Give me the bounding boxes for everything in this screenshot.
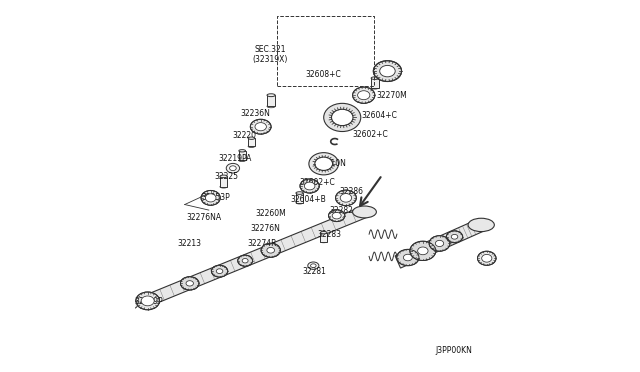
Ellipse shape <box>308 262 319 269</box>
Ellipse shape <box>226 163 239 173</box>
Bar <box>321 233 327 241</box>
Ellipse shape <box>242 259 248 263</box>
Ellipse shape <box>296 192 303 194</box>
Text: 32604+C: 32604+C <box>362 111 397 120</box>
Ellipse shape <box>237 255 253 266</box>
Ellipse shape <box>255 123 266 131</box>
Text: 32602+C: 32602+C <box>299 178 335 187</box>
Ellipse shape <box>216 269 223 273</box>
Ellipse shape <box>267 94 275 97</box>
Text: 32608+C: 32608+C <box>305 70 341 79</box>
Text: 32213: 32213 <box>177 239 202 248</box>
Bar <box>220 176 227 187</box>
Ellipse shape <box>340 193 351 202</box>
Text: 32283: 32283 <box>317 230 341 239</box>
Polygon shape <box>395 219 484 268</box>
Text: 32219PA: 32219PA <box>218 154 252 163</box>
Ellipse shape <box>446 231 463 243</box>
Ellipse shape <box>373 61 401 81</box>
Ellipse shape <box>127 302 134 307</box>
Ellipse shape <box>300 179 319 193</box>
Text: 32260M: 32260M <box>256 209 287 218</box>
Ellipse shape <box>321 231 327 234</box>
Ellipse shape <box>211 265 228 277</box>
Text: SEC.321
(32319X): SEC.321 (32319X) <box>252 45 287 64</box>
Text: 32286: 32286 <box>339 187 364 196</box>
Text: 32274R: 32274R <box>248 239 277 248</box>
Ellipse shape <box>310 264 316 267</box>
Ellipse shape <box>248 145 255 148</box>
Bar <box>248 138 255 146</box>
Ellipse shape <box>468 218 494 232</box>
Ellipse shape <box>267 105 275 108</box>
Text: 32276NA: 32276NA <box>187 213 222 222</box>
Ellipse shape <box>353 87 375 103</box>
Ellipse shape <box>305 182 315 190</box>
Text: 32610N: 32610N <box>316 159 346 168</box>
Ellipse shape <box>435 240 444 247</box>
Ellipse shape <box>250 119 271 134</box>
Ellipse shape <box>429 235 450 251</box>
Ellipse shape <box>332 109 353 126</box>
Ellipse shape <box>410 241 436 260</box>
Ellipse shape <box>239 159 246 161</box>
Ellipse shape <box>321 240 327 243</box>
Ellipse shape <box>332 212 341 219</box>
Ellipse shape <box>328 210 345 222</box>
Ellipse shape <box>201 190 220 205</box>
Ellipse shape <box>267 247 275 253</box>
Ellipse shape <box>261 243 280 257</box>
Text: 32225: 32225 <box>214 172 239 181</box>
Ellipse shape <box>230 166 236 171</box>
Ellipse shape <box>136 292 159 310</box>
Ellipse shape <box>403 254 412 261</box>
Bar <box>239 151 246 160</box>
Text: 32270M: 32270M <box>377 91 408 100</box>
Text: 32602+C: 32602+C <box>352 129 388 139</box>
Text: 32253P: 32253P <box>202 193 230 202</box>
Ellipse shape <box>477 251 496 265</box>
Ellipse shape <box>482 254 492 262</box>
Ellipse shape <box>335 190 356 206</box>
Bar <box>371 78 378 88</box>
Ellipse shape <box>309 153 339 175</box>
Ellipse shape <box>371 77 378 80</box>
Ellipse shape <box>141 296 154 306</box>
Ellipse shape <box>186 281 193 286</box>
Ellipse shape <box>358 91 370 100</box>
Ellipse shape <box>418 247 428 255</box>
Polygon shape <box>149 206 367 305</box>
Ellipse shape <box>248 137 255 140</box>
Ellipse shape <box>451 234 458 239</box>
Ellipse shape <box>220 186 227 188</box>
Text: J3PP00KN: J3PP00KN <box>436 346 472 355</box>
Text: 32281: 32281 <box>303 267 326 276</box>
Ellipse shape <box>380 65 395 77</box>
Bar <box>296 193 303 203</box>
Ellipse shape <box>205 194 216 202</box>
Text: 32219P: 32219P <box>134 297 163 306</box>
Ellipse shape <box>124 300 138 309</box>
Text: 32276N: 32276N <box>250 224 280 233</box>
Ellipse shape <box>180 277 199 290</box>
Bar <box>267 95 275 106</box>
Ellipse shape <box>397 249 419 266</box>
Ellipse shape <box>239 150 246 152</box>
Text: 32604+B: 32604+B <box>291 195 326 204</box>
Ellipse shape <box>296 201 303 204</box>
Text: 32220: 32220 <box>232 131 256 141</box>
Ellipse shape <box>220 175 227 178</box>
Ellipse shape <box>324 103 361 132</box>
Text: 32236N: 32236N <box>240 109 270 118</box>
Ellipse shape <box>371 87 378 89</box>
Text: 32282: 32282 <box>330 206 353 215</box>
Ellipse shape <box>315 157 333 170</box>
Ellipse shape <box>353 206 376 218</box>
